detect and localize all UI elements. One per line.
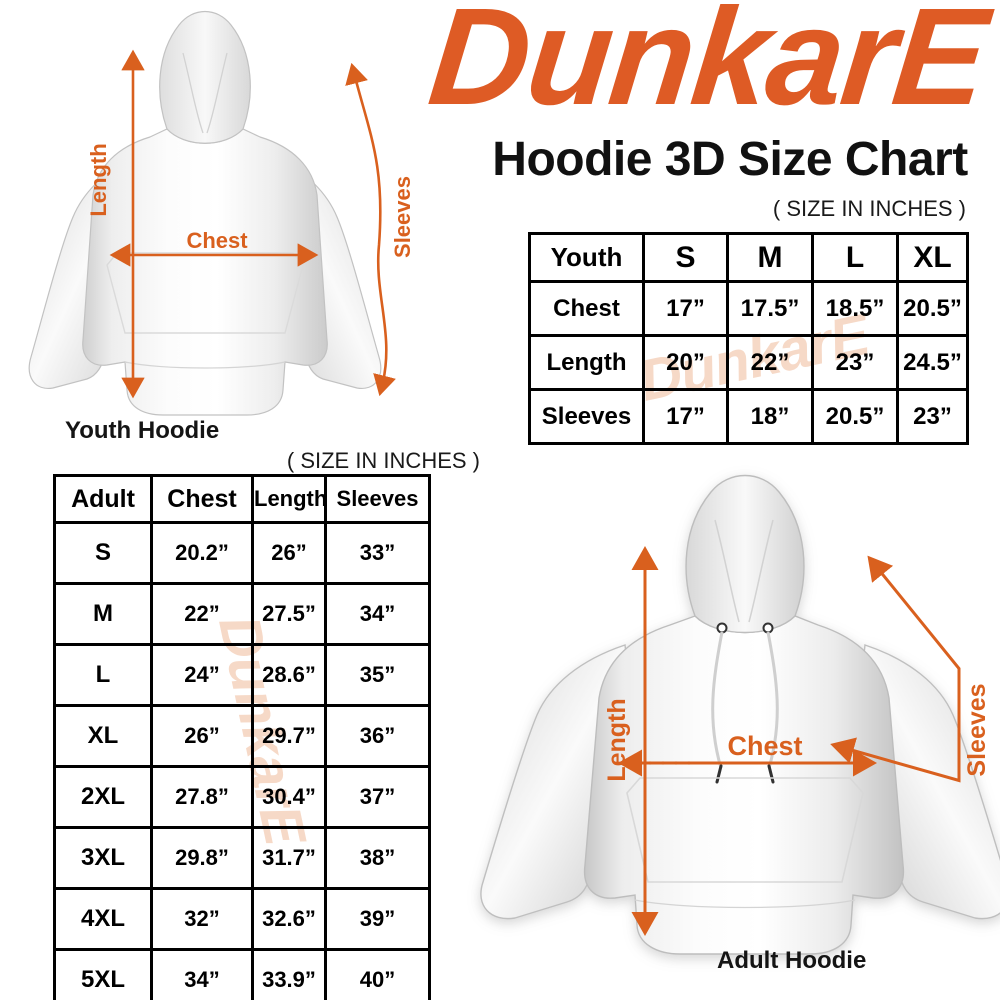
- svg-text:DunkarE: DunkarE: [423, 0, 998, 134]
- svg-text:Sleeves: Sleeves: [390, 176, 415, 258]
- svg-text:Sleeves: Sleeves: [963, 683, 991, 776]
- svg-text:Length: Length: [86, 143, 111, 216]
- svg-text:Chest: Chest: [186, 228, 248, 253]
- svg-text:Chest: Chest: [727, 731, 802, 761]
- svg-text:Length: Length: [603, 698, 631, 781]
